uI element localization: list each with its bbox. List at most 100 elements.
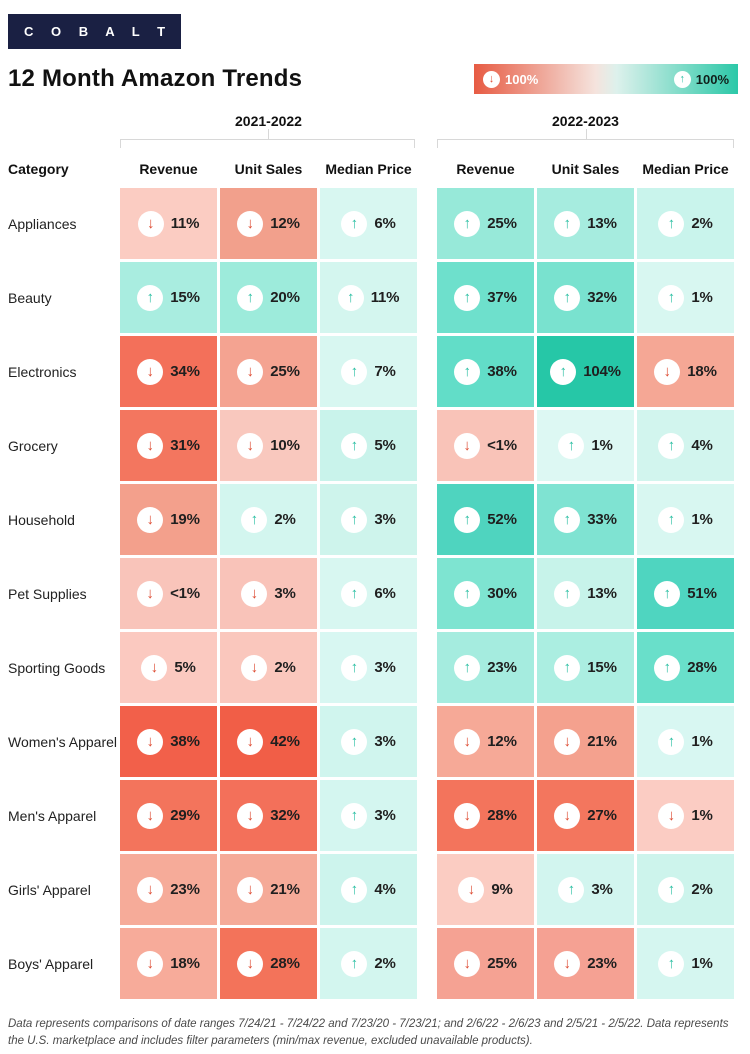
down-arrow-icon: ↓ (554, 728, 581, 755)
down-arrow-icon: ↓ (137, 358, 164, 385)
up-arrow-icon: ↑ (341, 432, 368, 459)
up-arrow-icon: ↑ (454, 358, 481, 385)
trend-value: 12% (487, 733, 517, 750)
table-row: Grocery ↓ 31% ↓ 10% ↑ 5% ↓ <1% ↑ 1% ↑ 4% (5, 410, 738, 481)
trend-value: 21% (270, 881, 300, 898)
trend-cell: ↓ 23% (120, 854, 217, 925)
trend-cell: ↓ 10% (220, 410, 317, 481)
category-label: Boys' Apparel (8, 955, 94, 972)
up-arrow-icon: ↑ (558, 876, 585, 903)
table-row: Electronics ↓ 34% ↓ 25% ↑ 7% ↑ 38% ↑ 104% ↓ 18% (5, 336, 738, 407)
trend-cell: ↓ 34% (120, 336, 217, 407)
up-arrow-icon: ↑ (654, 654, 681, 681)
trend-value: 7% (374, 363, 396, 380)
up-arrow-icon: ↑ (454, 284, 481, 311)
trend-value: 51% (687, 585, 717, 602)
trend-value: 13% (587, 215, 617, 232)
legend-negative: ↓ 100% (483, 70, 539, 88)
trend-value: 15% (170, 289, 200, 306)
down-arrow-icon: ↓ (141, 654, 168, 681)
category-label: Women's Apparel (8, 733, 118, 750)
trend-value: 9% (491, 881, 513, 898)
trend-cell: ↑ 7% (320, 336, 417, 407)
legend-negative-label: 100% (505, 71, 539, 87)
trend-cell: ↓ 3% (220, 558, 317, 629)
up-arrow-icon: ↑ (550, 358, 577, 385)
category-label: Appliances (8, 215, 77, 232)
trend-value: 13% (587, 585, 617, 602)
trend-value: 3% (591, 881, 613, 898)
trend-value: 42% (270, 733, 300, 750)
trend-cell: ↓ <1% (120, 558, 217, 629)
trend-value: 23% (487, 659, 517, 676)
trend-cell: ↓ 2% (220, 632, 317, 703)
column-header-revenue-1: Revenue (139, 161, 198, 177)
up-arrow-icon: ↑ (341, 728, 368, 755)
trend-value: 104% (583, 363, 621, 380)
up-arrow-icon: ↑ (454, 506, 481, 533)
trend-cell: ↑ 1% (637, 706, 734, 777)
down-arrow-icon: ↓ (237, 876, 264, 903)
trend-cell: ↑ 3% (537, 854, 634, 925)
trend-cell: ↑ 52% (437, 484, 534, 555)
trend-value: 12% (270, 215, 300, 232)
trend-value: 31% (170, 437, 200, 454)
trend-value: 2% (274, 511, 296, 528)
trend-cell: ↓ 19% (120, 484, 217, 555)
trend-cell: ↓ 1% (637, 780, 734, 851)
table-row: Sporting Goods ↓ 5% ↓ 2% ↑ 3% ↑ 23% ↑ 15% ↑ 28% (5, 632, 738, 703)
trend-value: 3% (374, 733, 396, 750)
trend-cell: ↓ 27% (537, 780, 634, 851)
trend-cell: ↓ 29% (120, 780, 217, 851)
up-arrow-icon: ↑ (341, 210, 368, 237)
trend-cell: ↑ 2% (220, 484, 317, 555)
up-arrow-icon: ↑ (658, 432, 685, 459)
down-arrow-icon: ↓ (237, 802, 264, 829)
up-arrow-icon: ↑ (658, 950, 685, 977)
table-row: Boys' Apparel ↓ 18% ↓ 28% ↑ 2% ↓ 25% ↓ 23% ↑ 1% (5, 928, 738, 999)
trend-cell: ↑ 2% (637, 188, 734, 259)
group-bracket (120, 129, 415, 148)
trend-cell: ↑ 51% (637, 558, 734, 629)
cobalt-logo: C O B A L T (8, 14, 182, 49)
table-row: Women's Apparel ↓ 38% ↓ 42% ↑ 3% ↓ 12% ↓ 21% ↑ 1% (5, 706, 738, 777)
trend-cell: ↑ 1% (637, 484, 734, 555)
column-header-median-price-2: Median Price (642, 161, 729, 177)
trend-value: 33% (587, 511, 617, 528)
trend-cell: ↓ 23% (537, 928, 634, 999)
trend-cell: ↑ 3% (320, 484, 417, 555)
legend-positive: ↑ 100% (673, 70, 729, 88)
column-header-median-price-1: Median Price (325, 161, 412, 177)
table-row: Appliances ↓ 11% ↓ 12% ↑ 6% ↑ 25% ↑ 13% ↑ 2% (5, 188, 738, 259)
up-arrow-icon: ↑ (341, 506, 368, 533)
trend-value: 4% (691, 437, 713, 454)
up-arrow-icon: ↑ (654, 580, 681, 607)
trend-value: 37% (487, 289, 517, 306)
down-arrow-icon: ↓ (454, 728, 481, 755)
up-arrow-icon: ↑ (658, 210, 685, 237)
trend-cell: ↓ 38% (120, 706, 217, 777)
trend-value: 28% (270, 955, 300, 972)
down-arrow-icon: ↓ (658, 802, 685, 829)
trend-cell: ↓ 32% (220, 780, 317, 851)
trend-value: 1% (691, 807, 713, 824)
trend-cell: ↑ 5% (320, 410, 417, 481)
trend-value: 38% (487, 363, 517, 380)
trend-cell: ↓ 12% (220, 188, 317, 259)
down-arrow-icon: ↓ (458, 876, 485, 903)
trend-value: 23% (170, 881, 200, 898)
trend-cell: ↑ 32% (537, 262, 634, 333)
up-arrow-icon: ↑ (658, 506, 685, 533)
down-arrow-icon: ↓ (137, 432, 164, 459)
trend-cell: ↑ 4% (320, 854, 417, 925)
table-row: Men's Apparel ↓ 29% ↓ 32% ↑ 3% ↓ 28% ↓ 27% ↓ 1% (5, 780, 738, 851)
trend-value: 1% (691, 511, 713, 528)
down-arrow-icon: ↓ (237, 950, 264, 977)
table-row: Pet Supplies ↓ <1% ↓ 3% ↑ 6% ↑ 30% ↑ 13% ↑ 51% (5, 558, 738, 629)
trend-value: 3% (274, 585, 296, 602)
trend-cell: ↑ 1% (637, 262, 734, 333)
table-row: Girls' Apparel ↓ 23% ↓ 21% ↑ 4% ↓ 9% ↑ 3% ↑ 2% (5, 854, 738, 925)
up-arrow-icon: ↑ (554, 654, 581, 681)
down-arrow-icon: ↓ (483, 70, 500, 88)
trend-value: 10% (270, 437, 300, 454)
